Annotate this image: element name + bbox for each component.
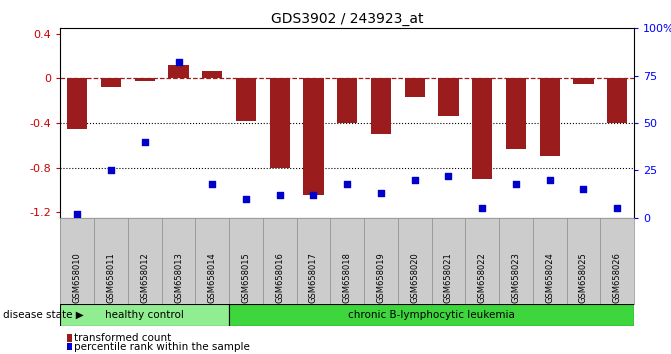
Text: GSM658023: GSM658023 <box>511 252 521 303</box>
Text: GSM658022: GSM658022 <box>478 252 486 303</box>
Text: GSM658025: GSM658025 <box>579 252 588 303</box>
Text: GSM658012: GSM658012 <box>140 252 149 303</box>
Bar <box>539 79 560 156</box>
Text: percentile rank within the sample: percentile rank within the sample <box>74 342 250 352</box>
Point <box>72 211 83 217</box>
Bar <box>506 79 526 149</box>
Title: GDS3902 / 243923_at: GDS3902 / 243923_at <box>271 12 423 26</box>
Text: GSM658015: GSM658015 <box>242 252 250 303</box>
Text: GSM658017: GSM658017 <box>309 252 318 303</box>
Point <box>308 192 319 198</box>
Text: transformed count: transformed count <box>74 333 171 343</box>
Text: GSM658011: GSM658011 <box>107 252 115 303</box>
Point <box>274 192 285 198</box>
Point <box>443 173 454 179</box>
Point <box>511 181 521 187</box>
Text: GSM658019: GSM658019 <box>376 252 386 303</box>
Point <box>140 139 150 145</box>
Text: GSM658018: GSM658018 <box>343 252 352 303</box>
Bar <box>101 79 121 87</box>
Text: GSM658024: GSM658024 <box>546 252 554 303</box>
Point <box>409 177 420 183</box>
Bar <box>202 71 222 79</box>
Bar <box>67 79 87 129</box>
Bar <box>303 79 323 195</box>
Point <box>578 187 589 192</box>
Bar <box>236 79 256 121</box>
Point <box>207 181 217 187</box>
Point <box>241 196 252 202</box>
Bar <box>60 304 229 326</box>
Point <box>376 190 386 196</box>
Bar <box>135 79 155 81</box>
Point <box>342 181 353 187</box>
Point <box>544 177 555 183</box>
Text: GSM658014: GSM658014 <box>208 252 217 303</box>
Text: GSM658010: GSM658010 <box>72 252 82 303</box>
Point <box>105 167 116 173</box>
Bar <box>337 79 358 123</box>
Text: GSM658016: GSM658016 <box>275 252 285 303</box>
Bar <box>405 79 425 97</box>
Bar <box>229 304 634 326</box>
Bar <box>270 79 290 167</box>
Bar <box>573 79 594 84</box>
Text: GSM658021: GSM658021 <box>444 252 453 303</box>
Bar <box>438 79 458 116</box>
Text: GSM658020: GSM658020 <box>410 252 419 303</box>
Bar <box>371 79 391 134</box>
Text: chronic B-lymphocytic leukemia: chronic B-lymphocytic leukemia <box>348 310 515 320</box>
Text: healthy control: healthy control <box>105 310 185 320</box>
Bar <box>168 65 189 79</box>
Text: GSM658026: GSM658026 <box>613 252 622 303</box>
Point <box>477 205 488 211</box>
Point <box>612 205 623 211</box>
Point <box>173 59 184 65</box>
Bar <box>607 79 627 123</box>
Text: disease state ▶: disease state ▶ <box>3 310 84 320</box>
Text: GSM658013: GSM658013 <box>174 252 183 303</box>
Bar <box>472 79 493 179</box>
